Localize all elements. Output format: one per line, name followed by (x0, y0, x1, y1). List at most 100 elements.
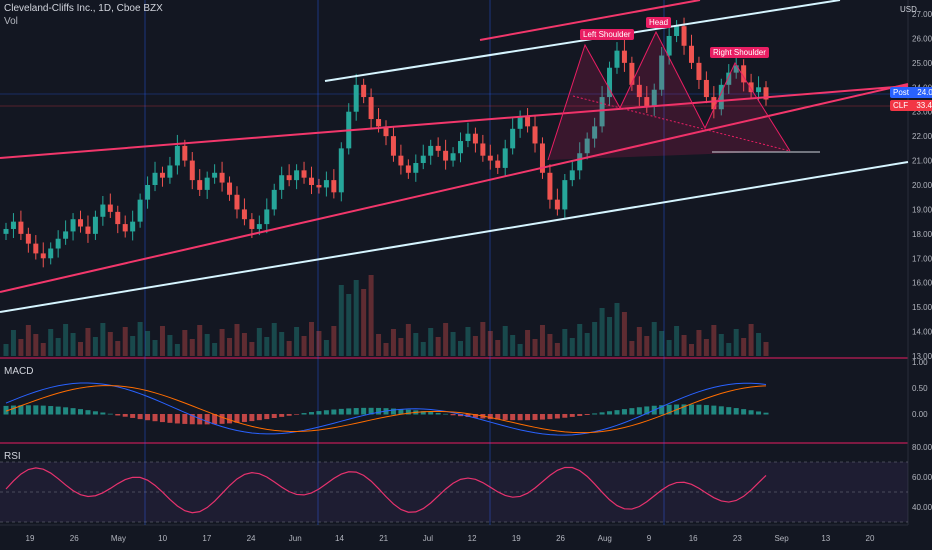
macd-histogram-bar (405, 409, 411, 415)
macd-histogram-bar (621, 409, 627, 415)
candle-body (249, 219, 255, 229)
macd-histogram-bar (547, 414, 553, 420)
macd-tick-label: 1.00 (912, 358, 928, 367)
volume-bar (10, 330, 16, 356)
macd-tick-label: 0.00 (912, 410, 928, 419)
macd-histogram-bar (569, 414, 575, 417)
price-tick-label: 21.00 (912, 157, 932, 166)
volume-bar (577, 324, 583, 356)
macd-histogram-bar (63, 407, 69, 415)
macd-histogram-bar (189, 414, 195, 425)
volume-bar (204, 334, 210, 356)
candle-body (756, 87, 762, 93)
macd-histogram-bar (435, 412, 441, 415)
candle-body (301, 170, 307, 178)
macd-histogram-bar (748, 410, 754, 415)
time-tick-label: 14 (335, 534, 344, 543)
volume-bar (368, 275, 374, 356)
volume-bar (525, 330, 531, 356)
volume-bar (249, 342, 255, 356)
volume-bar (711, 325, 717, 356)
candle-body (435, 145, 441, 151)
volume-indicator-label: Vol (4, 16, 18, 27)
volume-bar (458, 341, 464, 356)
macd-histogram-bar (644, 406, 650, 415)
macd-histogram-bar (726, 407, 732, 415)
candle-body (368, 97, 374, 120)
macd-histogram-bar (688, 404, 694, 415)
candle-body (331, 180, 337, 193)
macd-histogram-bar (718, 406, 724, 415)
volume-bar (547, 334, 553, 356)
price-tick-label: 19.00 (912, 205, 932, 214)
volume-bar (40, 343, 46, 356)
volume-bar (137, 322, 143, 356)
macd-histogram-bar (286, 414, 292, 416)
candle-body (107, 204, 113, 212)
candle-body (741, 65, 747, 83)
macd-histogram-bar (554, 414, 560, 419)
price-tick-label: 18.00 (912, 230, 932, 239)
macd-histogram-bar (264, 414, 270, 420)
macd-histogram-bar (279, 414, 285, 417)
volume-bar (264, 337, 270, 356)
volume-bar (241, 333, 247, 356)
candle-body (100, 204, 106, 217)
middle-channel-line (0, 83, 909, 293)
macd-histogram-bar (145, 414, 151, 421)
time-tick-label: 23 (733, 534, 742, 543)
time-tick-label: Jul (423, 534, 433, 543)
volume-bar (63, 324, 69, 356)
volume-bar (189, 339, 195, 356)
symbol-title: Cleveland-Cliffs Inc., 1D, Cboe BZX (4, 3, 163, 14)
candle-body (554, 199, 560, 210)
time-tick-label: 13 (821, 534, 830, 543)
time-tick-label: 17 (202, 534, 211, 543)
post-price-tag: Post 24.00 (890, 87, 932, 98)
volume-bar (621, 312, 627, 356)
candle-body (286, 175, 292, 181)
macd-histogram-bar (472, 414, 478, 418)
macd-histogram-bar (666, 404, 672, 415)
volume-bar (219, 329, 225, 356)
macd-histogram-bar (70, 408, 76, 415)
macd-histogram-bar (137, 414, 143, 420)
macd-histogram-bar (376, 407, 382, 415)
candle-body (383, 126, 389, 137)
volume-bar (592, 322, 598, 356)
candle-body (420, 155, 426, 164)
macd-tick-label: 0.50 (912, 384, 928, 393)
macd-histogram-bar (517, 414, 523, 421)
head-label: Head (646, 17, 672, 28)
candle-body (115, 211, 121, 225)
candle-body (696, 62, 702, 80)
macd-histogram-bar (130, 414, 136, 418)
volume-bar (159, 326, 165, 356)
candle-body (227, 182, 233, 195)
macd-histogram-bar (152, 414, 158, 422)
price-tick-label: 26.00 (912, 34, 932, 43)
time-tick-label: 26 (556, 534, 565, 543)
candle-body (294, 170, 300, 181)
candle-body (241, 209, 247, 220)
volume-bar (629, 341, 635, 356)
volume-bar (353, 280, 359, 356)
candle-body (607, 67, 613, 98)
macd-histogram-bar (703, 405, 709, 415)
volume-bar (420, 342, 426, 356)
candle-body (33, 243, 39, 254)
candle-body (703, 79, 709, 98)
macd-histogram-bar (443, 413, 449, 415)
macd-histogram-bar (92, 411, 98, 415)
volume-bar (294, 327, 300, 356)
macd-histogram-bar (398, 409, 404, 415)
volume-bar (308, 322, 314, 356)
volume-bar (443, 323, 449, 356)
macd-histogram-bar (465, 414, 471, 417)
candle-body (621, 50, 627, 63)
candle-body (517, 116, 523, 129)
volume-bar (607, 317, 613, 356)
candle-body (122, 224, 128, 232)
candle-body (487, 155, 493, 161)
